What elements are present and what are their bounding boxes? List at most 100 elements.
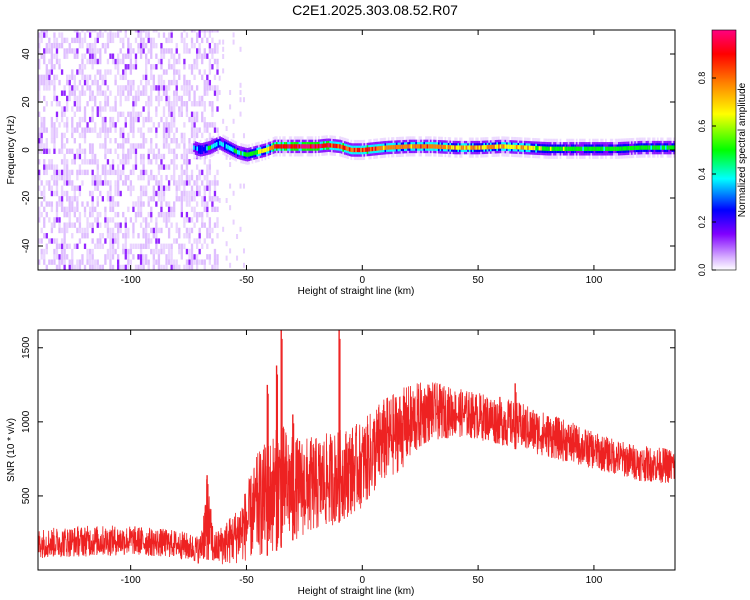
heatmap-cell (155, 127, 158, 133)
heatmap-cell (53, 90, 56, 96)
heatmap-cell (40, 53, 43, 59)
heatmap-cell (48, 201, 51, 207)
heatmap-cell (178, 53, 181, 59)
heatmap-cell (114, 106, 117, 112)
heatmap-cell (60, 206, 64, 213)
ridge-cell (522, 145, 525, 150)
heatmap-cell (175, 138, 178, 144)
heatmap-cell (190, 37, 194, 44)
ridge-cell (369, 147, 372, 152)
ridge-cell (598, 146, 601, 151)
heatmap-cell (160, 58, 163, 65)
ridge-cell (321, 143, 324, 149)
heatmap-cell (43, 254, 46, 260)
heatmap-cell (203, 201, 206, 207)
heatmap-cell (116, 143, 120, 149)
heatmap-cell (188, 238, 191, 244)
heatmap-cell (167, 127, 171, 133)
ridge-cell (329, 143, 332, 148)
heatmap-cell (111, 233, 115, 239)
heatmap-cell (129, 153, 133, 160)
heatmap-cell (134, 30, 138, 33)
heatmap-cell (193, 259, 196, 265)
heatmap-cell (165, 95, 168, 102)
heatmap-cell (152, 190, 155, 197)
heatmap-cell (122, 264, 125, 270)
heatmap-cell (88, 264, 92, 270)
heatmap-cell (106, 37, 110, 44)
heatmap-cell (122, 127, 125, 133)
ridge-cell (673, 145, 675, 150)
y-tick-label: 40 (21, 48, 32, 60)
ridge-cell (556, 146, 559, 151)
heatmap-cell (96, 58, 99, 65)
heatmap-cell (119, 90, 122, 96)
heatmap-cell (175, 58, 178, 65)
heatmap-cell (198, 101, 201, 107)
heatmap-cell (81, 127, 84, 133)
heatmap-cell (104, 143, 107, 149)
heatmap-cell (60, 143, 64, 149)
heatmap-cell (122, 159, 125, 165)
heatmap-cell (91, 64, 94, 70)
heatmap-cell (165, 211, 168, 218)
heatmap-cell (124, 243, 127, 249)
heatmap-cell (50, 248, 54, 255)
heatmap-cell (109, 264, 112, 270)
ridge-cell (656, 145, 659, 150)
heatmap-cell (195, 37, 199, 44)
heatmap-cell (73, 206, 76, 213)
heatmap-cell (48, 164, 51, 170)
heatmap-cell (145, 233, 148, 239)
heatmap-cell (40, 190, 43, 197)
heatmap-cell (213, 48, 217, 54)
ridge-cell (224, 143, 226, 148)
heatmap-cell (142, 259, 145, 265)
heatmap-cell (73, 196, 76, 202)
heatmap-cell (173, 90, 176, 96)
heatmap-cell (170, 159, 173, 165)
heatmap-cell (71, 132, 74, 139)
heatmap-cell (111, 238, 115, 244)
heatmap-cell (206, 211, 209, 218)
heatmap-cell (201, 95, 204, 102)
heatmap-cell (101, 180, 104, 186)
heatmap-cell (96, 201, 99, 207)
heatmap-cell (160, 180, 163, 186)
heatmap-cell (173, 69, 176, 75)
heatmap-cell (239, 82, 242, 88)
ridge-cell (220, 141, 223, 147)
ridge-cell (277, 144, 280, 149)
ridge-cell (274, 144, 277, 149)
heatmap-cell (195, 185, 199, 191)
heatmap-cell (116, 69, 120, 75)
heatmap-cell (185, 79, 189, 86)
heatmap-cell (116, 201, 120, 207)
heatmap-cell (190, 169, 194, 176)
heatmap-cell (160, 79, 163, 86)
heatmap-cell (116, 53, 120, 59)
ridge-cell (219, 140, 221, 146)
heatmap-cell (55, 48, 59, 54)
heatmap-cell (63, 37, 66, 44)
heatmap-cell (198, 79, 201, 86)
heatmap-cell (145, 79, 148, 86)
heatmap-cell (147, 58, 150, 65)
heatmap-cell (152, 148, 155, 154)
heatmap-cell (188, 159, 191, 165)
ridge-cell (661, 145, 664, 150)
heatmap-cell (114, 238, 117, 244)
heatmap-cell (132, 201, 135, 207)
heatmap-cell (145, 69, 148, 75)
heatmap-cell (53, 159, 56, 165)
heatmap-cell (127, 248, 130, 255)
heatmap-cell (50, 190, 54, 197)
heatmap-cell (43, 196, 46, 202)
heatmap-cell (53, 74, 56, 81)
ridge-cell (353, 147, 356, 153)
heatmap-cell (142, 190, 145, 197)
heatmap-cell (122, 37, 125, 44)
heatmap-cell (45, 32, 48, 38)
ridge-cell (314, 144, 317, 149)
